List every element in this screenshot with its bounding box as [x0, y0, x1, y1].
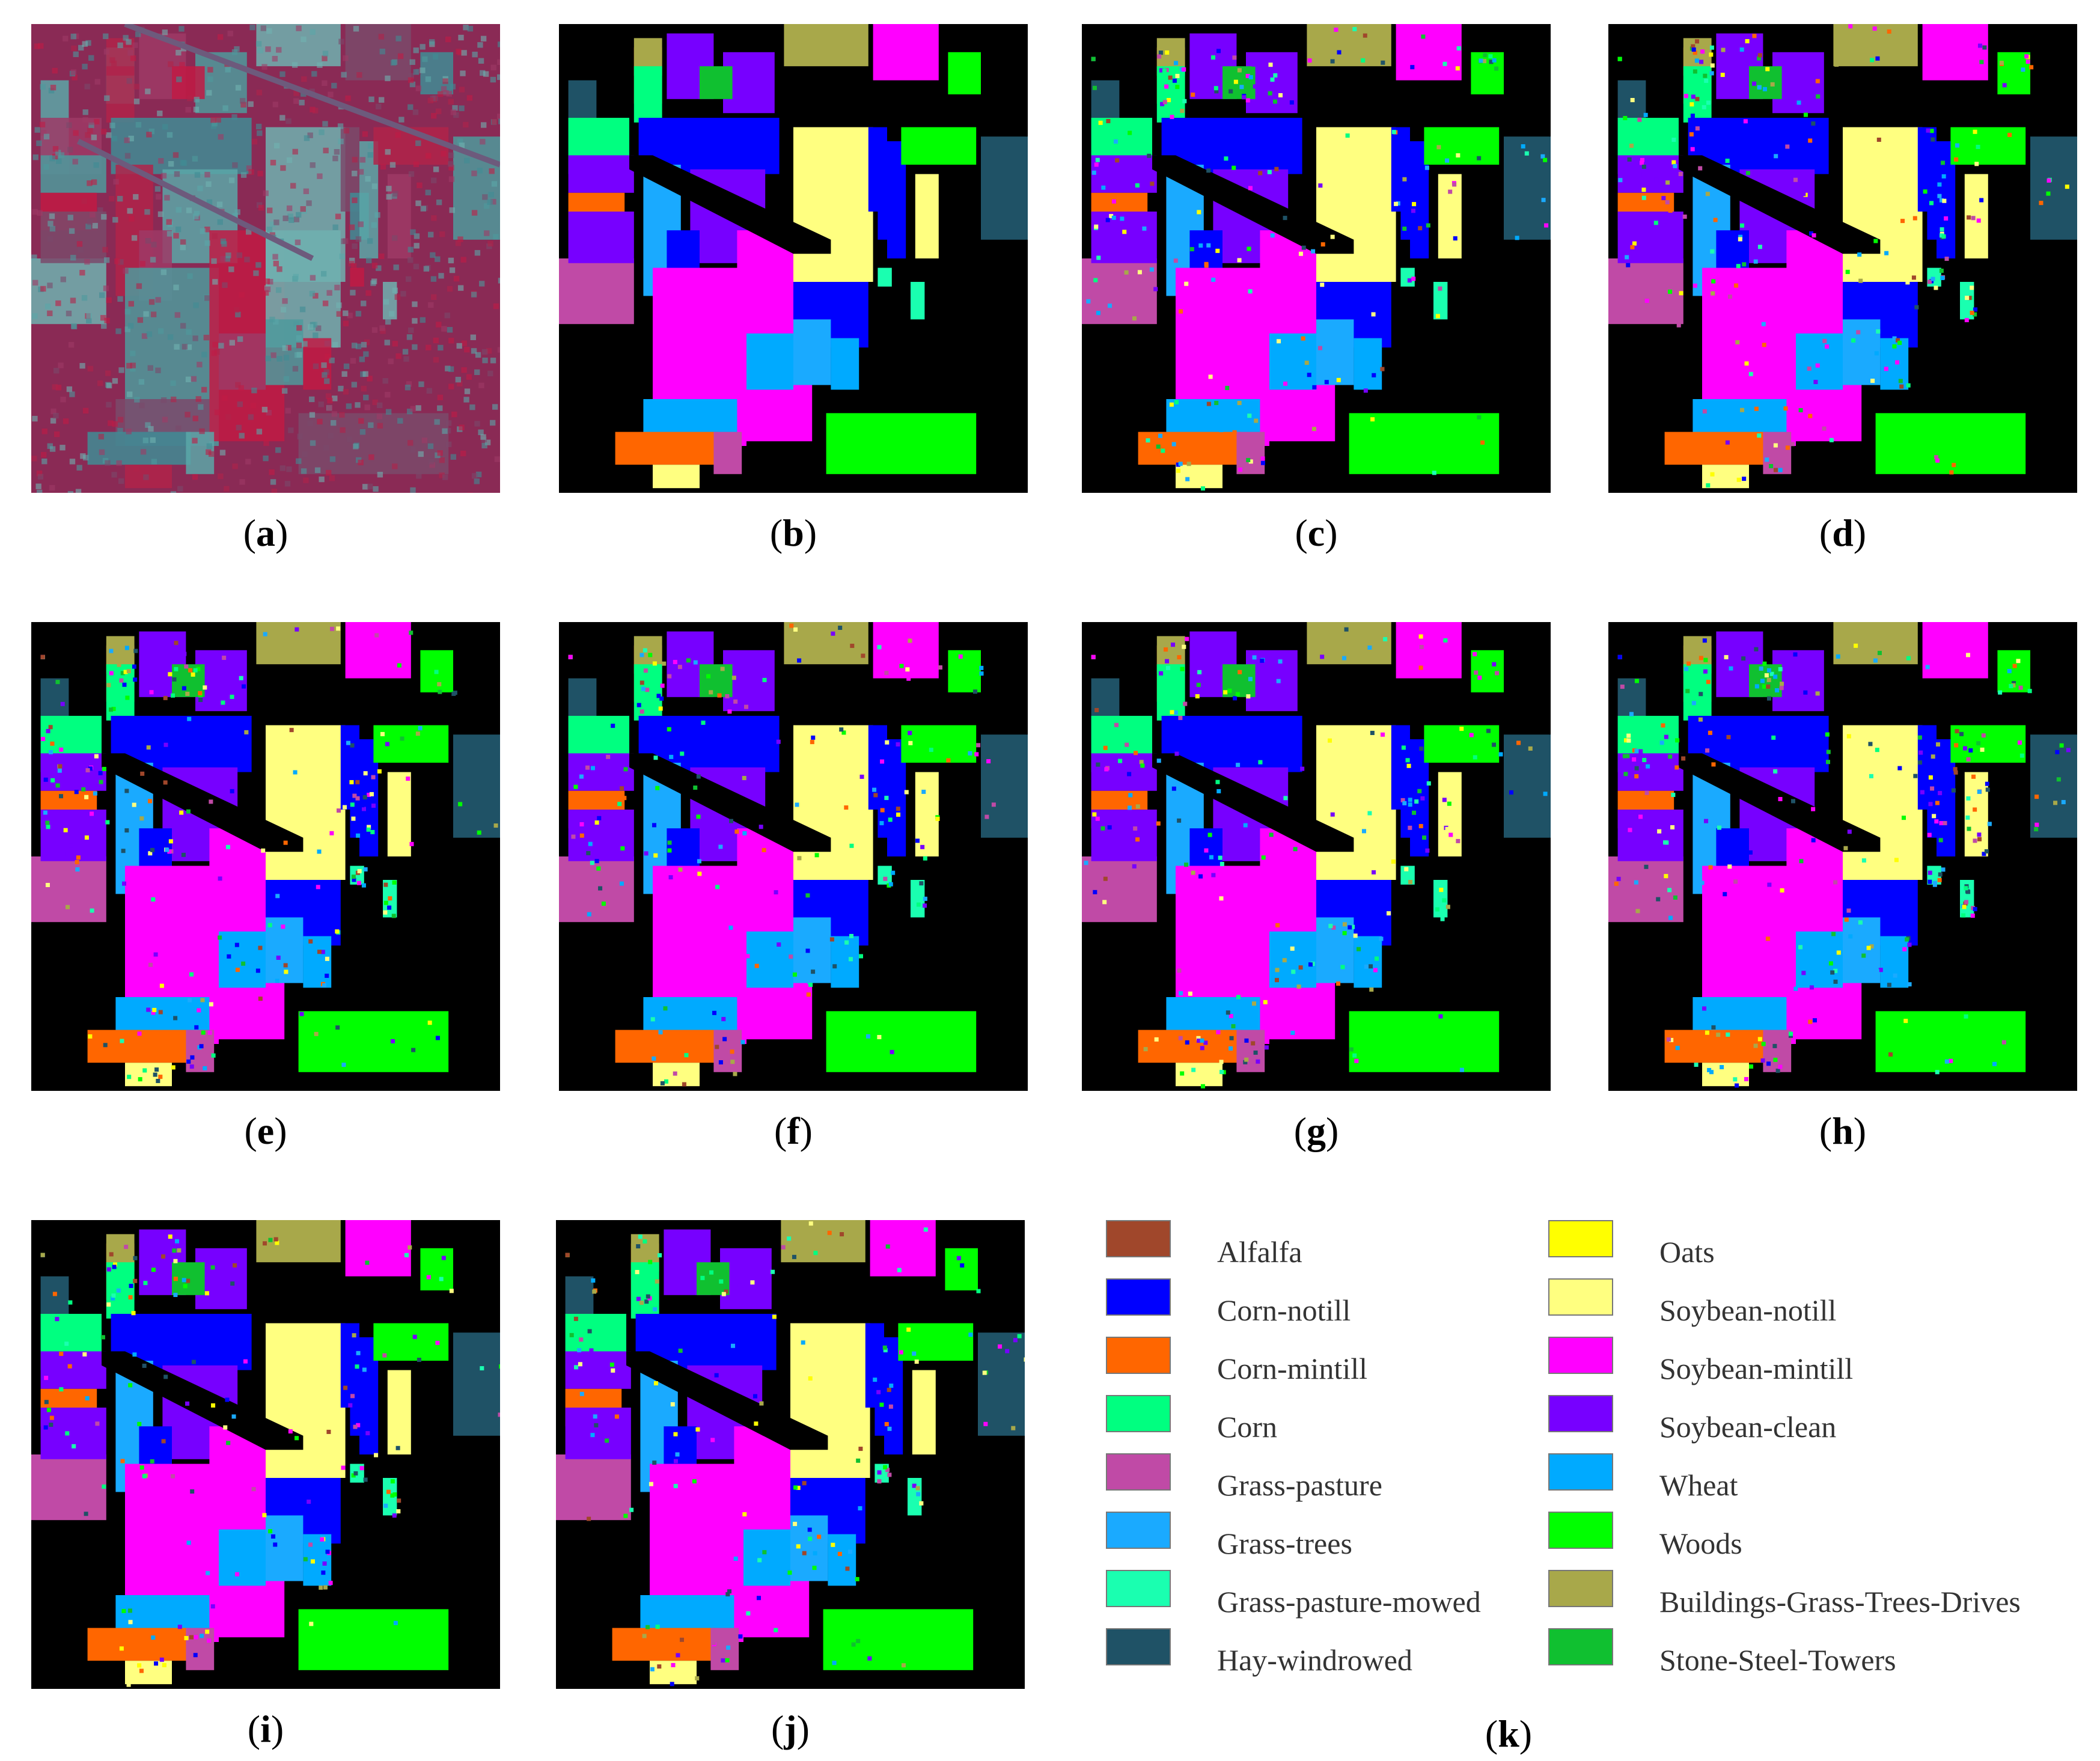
legend-swatch: [1548, 1395, 1613, 1432]
legend-item-label: Soybean-notill: [1659, 1293, 1837, 1327]
panel-j: (j): [556, 1220, 1025, 1748]
legend-swatch: [1106, 1337, 1171, 1374]
legend-item-label: Soybean-mintill: [1659, 1352, 1854, 1385]
legend-swatch: [1106, 1512, 1171, 1549]
classification-map: [31, 1220, 500, 1689]
classification-map: [1608, 24, 2077, 493]
ground-truth-map: [559, 24, 1028, 493]
legend-item-label: Grass-trees: [1217, 1527, 1352, 1560]
legend-swatch: [1548, 1278, 1613, 1316]
panel-label: (g): [1293, 1109, 1339, 1152]
panel-d: (d): [1608, 24, 2077, 552]
panel-label: (a): [243, 511, 288, 554]
legend-swatch: [1106, 1453, 1171, 1491]
panel-a: (a): [31, 24, 500, 552]
panel-label: (h): [1819, 1109, 1867, 1152]
legend-item-label: Corn-notill: [1217, 1293, 1351, 1327]
panel-b: (b): [559, 24, 1028, 552]
legend-swatch: [1548, 1628, 1613, 1665]
panel-i: (i): [31, 1220, 500, 1748]
classification-map: [559, 622, 1028, 1091]
panel-label: (f): [774, 1109, 813, 1152]
legend-swatch: [1106, 1220, 1171, 1257]
panel-h: (h): [1608, 622, 2077, 1150]
legend-item-label: Grass-pasture-mowed: [1217, 1585, 1481, 1619]
legend-item-label: Grass-pasture: [1217, 1468, 1382, 1502]
legend-swatch: [1548, 1570, 1613, 1607]
panel-f: (f): [559, 622, 1028, 1150]
legend-item-label: Oats: [1659, 1235, 1715, 1269]
panel-label: (j): [771, 1708, 810, 1750]
legend-swatch: [1106, 1395, 1171, 1432]
panel-label: (e): [244, 1109, 287, 1152]
classification-map: [1082, 24, 1551, 493]
legend-item-label: Hay-windrowed: [1217, 1643, 1412, 1677]
legend-swatch: [1106, 1628, 1171, 1665]
legend-item-label: Soybean-clean: [1659, 1410, 1837, 1444]
false-color-image: [31, 24, 500, 493]
panel-label: (c): [1295, 511, 1338, 554]
legend-item-label: Corn: [1217, 1410, 1277, 1444]
classification-map: [556, 1220, 1025, 1689]
legend-item-label: Buildings-Grass-Trees-Drives: [1659, 1585, 2021, 1619]
panel-c: (c): [1082, 24, 1551, 552]
legend-item-label: Corn-mintill: [1217, 1352, 1367, 1385]
legend-swatch: [1548, 1453, 1613, 1491]
classification-map: [1082, 622, 1551, 1091]
legend-panel-label: (k): [1485, 1712, 1533, 1755]
legend-swatch: [1106, 1570, 1171, 1607]
panel-label: (d): [1819, 511, 1867, 554]
classification-map: [31, 622, 500, 1091]
classification-map: [1608, 622, 2077, 1091]
panel-label: (b): [769, 511, 817, 554]
legend-item-label: Stone-Steel-Towers: [1659, 1643, 1896, 1677]
legend-item-label: Wheat: [1659, 1468, 1738, 1502]
legend-swatch: [1548, 1337, 1613, 1374]
legend-swatch: [1548, 1220, 1613, 1257]
legend-swatch: [1106, 1278, 1171, 1316]
panel-g: (g): [1082, 622, 1551, 1150]
panel-label: (i): [247, 1708, 284, 1750]
legend-swatch: [1548, 1512, 1613, 1549]
legend-item-label: Alfalfa: [1217, 1235, 1302, 1269]
class-legend: Alfalfa Corn-notill Corn-mintill Corn Gr…: [1106, 1220, 2068, 1737]
legend-item-label: Woods: [1659, 1527, 1742, 1560]
panel-e: (e): [31, 622, 500, 1150]
